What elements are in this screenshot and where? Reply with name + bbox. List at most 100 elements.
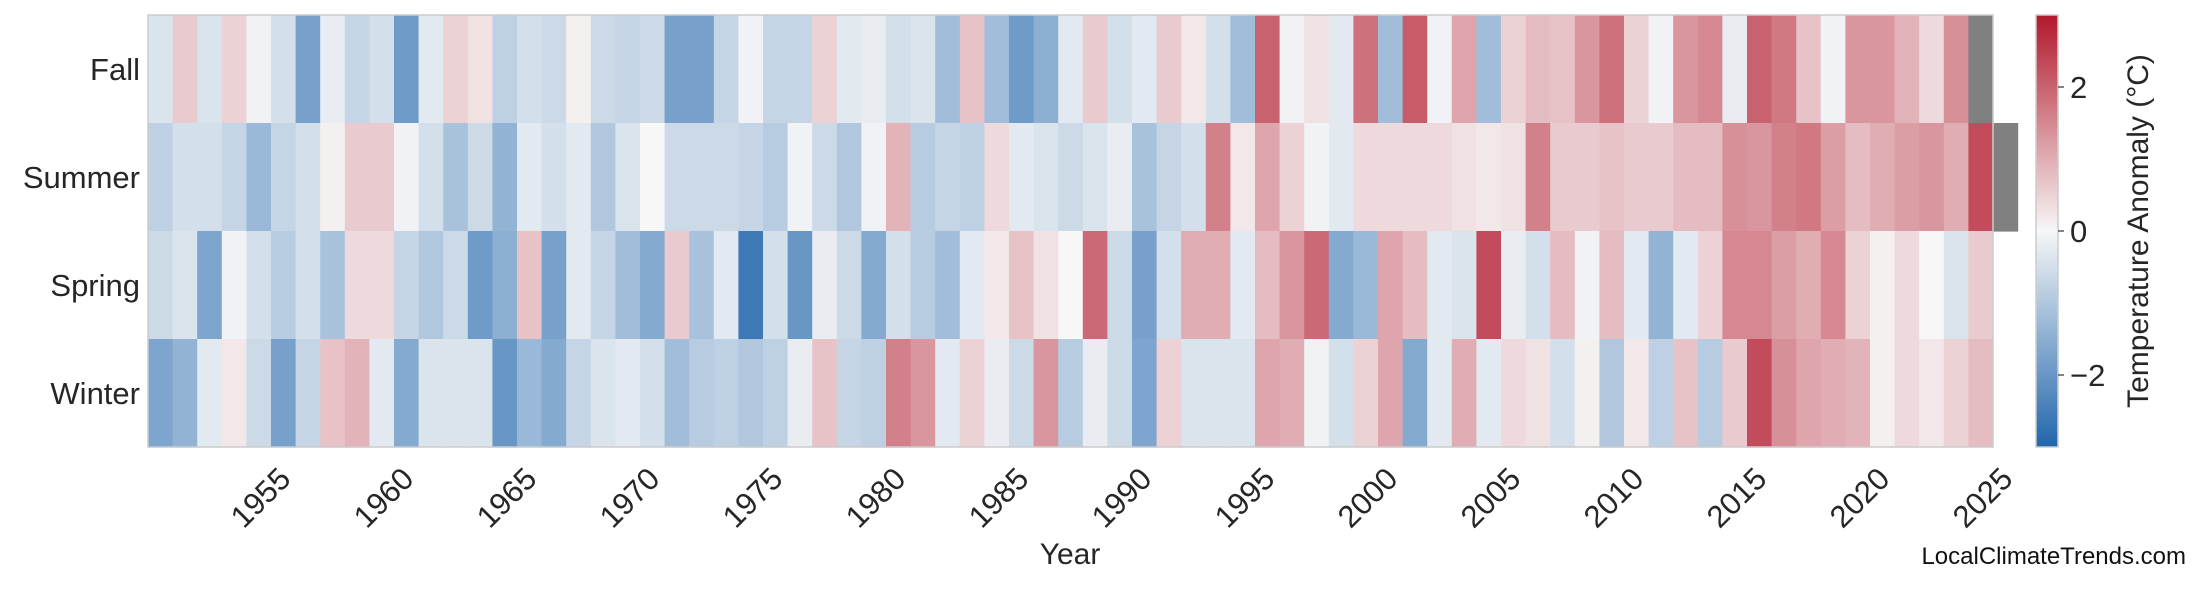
heatmap-cell-fall-2014 xyxy=(1697,15,1723,124)
heatmap-cell-spring-1989 xyxy=(1082,231,1108,340)
x-tick-label-2015: 2015 xyxy=(1700,461,1774,535)
heatmap-cell-summer-1958 xyxy=(320,123,346,232)
heatmap-cell-summer-2016 xyxy=(1747,123,1773,232)
heatmap-cell-winter-2013 xyxy=(1673,339,1699,448)
heatmap-cell-summer-1976 xyxy=(763,123,789,232)
heatmap-cell-spring-2001 xyxy=(1378,231,1404,340)
heatmap-cell-fall-2023 xyxy=(1919,15,1945,124)
heatmap-cell-summer-1993 xyxy=(1181,123,1207,232)
heatmap-cell-fall-2008 xyxy=(1550,15,1576,124)
colorbar-tick-label-1: 0 xyxy=(2070,214,2087,249)
heatmap-cell-winter-2014 xyxy=(1697,339,1723,448)
heatmap-cell-fall-1971 xyxy=(640,15,666,124)
heatmap-cell-fall-1989 xyxy=(1082,15,1108,124)
heatmap-cell-spring-1991 xyxy=(1132,231,1158,340)
heatmap-cell-winter-2024 xyxy=(1943,339,1969,448)
heatmap-cell-fall-2007 xyxy=(1525,15,1551,124)
heatmap-cell-winter-2008 xyxy=(1550,339,1576,448)
heatmap-cell-summer-2003 xyxy=(1427,123,1453,232)
heatmap-cell-winter-2011 xyxy=(1624,339,1650,448)
heatmap-cell-summer-2012 xyxy=(1648,123,1674,232)
heatmap-cell-spring-1978 xyxy=(812,231,838,340)
heatmap-cell-winter-1997 xyxy=(1279,339,1305,448)
heatmap-cell-spring-1956 xyxy=(271,231,297,340)
heatmap-cell-spring-2009 xyxy=(1574,231,1600,340)
heatmap-cell-summer-1959 xyxy=(344,123,370,232)
heatmap-cell-winter-2022 xyxy=(1894,339,1920,448)
heatmap-cell-spring-2021 xyxy=(1870,231,1896,340)
heatmap-cell-summer-1954 xyxy=(221,123,247,232)
x-tick-label-1970: 1970 xyxy=(593,461,667,535)
heatmap-cell-spring-1962 xyxy=(418,231,444,340)
heatmap-cell-summer-1995 xyxy=(1230,123,1256,232)
x-tick-label-1980: 1980 xyxy=(839,461,913,535)
x-tick-label-1955: 1955 xyxy=(224,461,298,535)
heatmap-cell-winter-1971 xyxy=(640,339,666,448)
heatmap-cell-fall-2006 xyxy=(1501,15,1527,124)
heatmap-cell-winter-1985 xyxy=(984,339,1010,448)
heatmap-cell-summer-2002 xyxy=(1402,123,1428,232)
heatmap-cell-winter-1962 xyxy=(418,339,444,448)
heatmap-cell-winter-1993 xyxy=(1181,339,1207,448)
heatmap-cell-summer-1997 xyxy=(1279,123,1305,232)
heatmap-cell-summer-1967 xyxy=(541,123,567,232)
heatmap-cell-fall-1957 xyxy=(295,15,321,124)
x-tick-label-1985: 1985 xyxy=(962,461,1036,535)
heatmap-cell-winter-2001 xyxy=(1378,339,1404,448)
heatmap-cell-fall-2012 xyxy=(1648,15,1674,124)
heatmap-cell-spring-2004 xyxy=(1451,231,1477,340)
heatmap-cell-fall-2015 xyxy=(1722,15,1748,124)
heatmap-cell-summer-1965 xyxy=(492,123,518,232)
heatmap-cell-fall-1987 xyxy=(1033,15,1059,124)
heatmap-cell-summer-1989 xyxy=(1082,123,1108,232)
heatmap-cell-summer-2014 xyxy=(1697,123,1723,232)
row-label-summer: Summer xyxy=(23,160,140,195)
heatmap-cell-fall-1968 xyxy=(566,15,592,124)
heatmap-cell-spring-1963 xyxy=(443,231,469,340)
heatmap-cell-spring-2014 xyxy=(1697,231,1723,340)
x-axis-label: Year xyxy=(1040,538,1101,571)
plot-frame xyxy=(147,14,1994,448)
heatmap-cell-summer-2010 xyxy=(1599,123,1625,232)
heatmap-cell-summer-1988 xyxy=(1058,123,1084,232)
heatmap-cell-spring-1960 xyxy=(369,231,395,340)
heatmap-cell-spring-1955 xyxy=(246,231,272,340)
heatmap-cell-fall-1953 xyxy=(197,15,223,124)
heatmap-cell-summer-1956 xyxy=(271,123,297,232)
heatmap-cell-spring-2013 xyxy=(1673,231,1699,340)
heatmap-cell-summer-1957 xyxy=(295,123,321,232)
row-label-spring: Spring xyxy=(50,268,140,303)
heatmap-cell-spring-2008 xyxy=(1550,231,1576,340)
heatmap-cell-winter-2023 xyxy=(1919,339,1945,448)
heatmap-cell-summer-1994 xyxy=(1205,123,1231,232)
heatmap-cell-fall-1964 xyxy=(467,15,493,124)
heatmap-cell-fall-1979 xyxy=(836,15,862,124)
heatmap-cell-summer-1955 xyxy=(246,123,272,232)
heatmap-cell-summer-2021 xyxy=(1870,123,1896,232)
heatmap-cell-fall-2002 xyxy=(1402,15,1428,124)
heatmap-cell-winter-1955 xyxy=(246,339,272,448)
heatmap-cell-winter-1984 xyxy=(959,339,985,448)
heatmap-cell-winter-1958 xyxy=(320,339,346,448)
heatmap-cell-spring-2010 xyxy=(1599,231,1625,340)
watermark: LocalClimateTrends.com xyxy=(1921,543,2186,570)
heatmap-cell-spring-2005 xyxy=(1476,231,1502,340)
heatmap-cell-fall-2017 xyxy=(1771,15,1797,124)
heatmap-cell-spring-1985 xyxy=(984,231,1010,340)
heatmap-cell-summer-2017 xyxy=(1771,123,1797,232)
heatmap-cell-spring-1998 xyxy=(1304,231,1330,340)
heatmap-cell-spring-1993 xyxy=(1181,231,1207,340)
heatmap-cell-fall-1969 xyxy=(590,15,616,124)
heatmap-cell-summer-1996 xyxy=(1255,123,1281,232)
x-tick-label-1965: 1965 xyxy=(470,461,544,535)
heatmap-cell-winter-1960 xyxy=(369,339,395,448)
heatmap-cell-summer-1966 xyxy=(517,123,543,232)
heatmap-cell-spring-2019 xyxy=(1820,231,1846,340)
heatmap-cell-spring-1994 xyxy=(1205,231,1231,340)
heatmap-cell-summer-2018 xyxy=(1796,123,1822,232)
heatmap-cell-fall-1956 xyxy=(271,15,297,124)
heatmap-cell-winter-2005 xyxy=(1476,339,1502,448)
heatmap-cell-winter-1959 xyxy=(344,339,370,448)
heatmap-cell-winter-1969 xyxy=(590,339,616,448)
